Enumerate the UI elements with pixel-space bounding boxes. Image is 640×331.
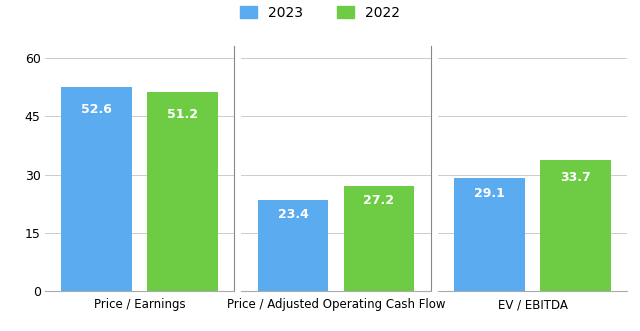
Text: 51.2: 51.2 xyxy=(167,108,198,121)
X-axis label: EV / EBITDA: EV / EBITDA xyxy=(498,298,568,311)
Text: 29.1: 29.1 xyxy=(474,187,505,200)
Bar xyxy=(454,178,525,291)
Bar xyxy=(258,200,328,291)
Text: 27.2: 27.2 xyxy=(364,194,394,207)
Legend: 2023, 2022: 2023, 2022 xyxy=(234,0,406,25)
Bar xyxy=(344,186,414,291)
Bar xyxy=(540,160,611,291)
X-axis label: Price / Earnings: Price / Earnings xyxy=(93,298,185,311)
X-axis label: Price / Adjusted Operating Cash Flow: Price / Adjusted Operating Cash Flow xyxy=(227,298,445,311)
Bar xyxy=(147,92,218,291)
Text: 23.4: 23.4 xyxy=(278,208,308,220)
Text: 33.7: 33.7 xyxy=(560,171,591,184)
Text: 52.6: 52.6 xyxy=(81,103,112,116)
Bar xyxy=(61,87,132,291)
